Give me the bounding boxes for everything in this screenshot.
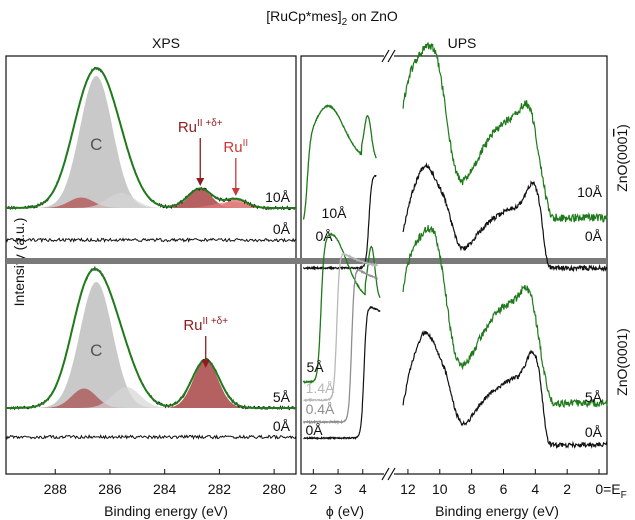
shoulder-component	[164, 202, 296, 208]
wf-label: 0.4Å	[306, 401, 335, 417]
carbon-component	[31, 76, 162, 208]
vb-label: 0Å	[585, 228, 603, 244]
x-tick-label: 284	[153, 481, 177, 497]
x-tick-label: 282	[208, 481, 232, 497]
ups-work-function-x-axis-label: ϕ (eV)	[326, 503, 364, 519]
wf-curve-0A-top	[302, 174, 377, 271]
ru-component	[156, 188, 245, 208]
spectrum-label: 0Å	[273, 418, 291, 434]
plot-layer: 288 286 284 282 280 2 3 4 12 10 8 6 4 2 0=EF 10Å 0Å C RuII…	[5, 42, 630, 501]
axis-break-mark	[387, 49, 396, 63]
wf-label: 0Å	[315, 228, 333, 244]
x-tick-label: 286	[98, 481, 122, 497]
panel-divider	[6, 258, 607, 264]
wf-curve-1.4A	[303, 252, 379, 403]
axis-break-mark	[381, 49, 390, 63]
x-tick-label: 2	[563, 481, 571, 497]
ru-arrow-head	[196, 178, 205, 186]
shoulder-component	[32, 197, 131, 208]
x-tick-label: 8	[468, 481, 476, 497]
vb-label: 5Å	[585, 389, 603, 405]
wf-label: 0Å	[305, 422, 323, 438]
chart-title: [RuCp*mes]2 on ZnO	[266, 8, 398, 28]
carbon-label: C	[90, 135, 102, 154]
x-tick-label: 280	[262, 481, 286, 497]
ru-component	[156, 360, 255, 408]
facet-label-bottom: ZnO(0001)	[614, 328, 630, 396]
vb-curve-5A	[402, 225, 608, 409]
wf-label: 5Å	[306, 359, 324, 375]
xps-spectrum-10Å	[5, 66, 297, 211]
ru-annotation: RuII +δ+	[183, 316, 228, 334]
spectrum-label: 0Å	[273, 221, 291, 237]
xps-frame	[5, 55, 297, 475]
x-tick-label: 12	[400, 481, 416, 497]
x-tick-label: 6	[500, 481, 508, 497]
wf-label: 10Å	[322, 205, 348, 221]
ups-panel-title: UPS	[448, 35, 477, 51]
vb-curve-0A-top	[402, 162, 608, 273]
x-tick-label: 4	[531, 481, 539, 497]
x-tick-label: 2	[309, 481, 317, 497]
shoulder-component	[71, 387, 182, 408]
xps-fit-envelope	[6, 67, 296, 209]
xps-panel-title: XPS	[152, 35, 180, 51]
axis-break-mark	[387, 467, 396, 481]
x-tick-label: 3	[334, 481, 342, 497]
xps-spectrum-5Å	[5, 265, 297, 411]
wf-label: 1.4Å	[306, 380, 335, 396]
axis-break-gap	[384, 51, 394, 61]
ups-frame	[300, 55, 608, 475]
vb-label: 10Å	[577, 184, 603, 200]
x-tick-label: 10	[432, 481, 448, 497]
wf-curve-10A	[302, 104, 377, 220]
x-tick-label: 288	[44, 481, 68, 497]
ru-annotation: RuII +δ+	[178, 118, 223, 136]
carbon-component	[31, 282, 162, 408]
vb-label: 0Å	[585, 424, 603, 440]
xps-fit-envelope	[6, 267, 296, 409]
shoulder-component	[34, 388, 134, 408]
ups-x-axis-label: Binding energy (eV)	[435, 503, 559, 519]
wf-curve-0A-bottom	[303, 305, 381, 441]
carbon-label: C	[90, 341, 102, 360]
axis-break-mark	[381, 467, 390, 481]
xps-x-axis-label: Binding energy (eV)	[104, 503, 228, 519]
ru-annotation: RuII	[223, 138, 248, 156]
xps-spectrum-0Å	[5, 237, 297, 244]
wf-curve-5A	[302, 232, 381, 385]
vb-curve-0A-bottom	[402, 330, 608, 450]
wf-curve-0.4A	[302, 268, 378, 425]
spectrum-label: 5Å	[273, 389, 291, 405]
vb-curve-10A	[402, 42, 608, 223]
spectrum-label: 10Å	[265, 189, 291, 205]
axis-break-gap	[384, 469, 394, 479]
ru-arrow-head	[231, 188, 240, 196]
xps-spectrum-0Å	[5, 434, 297, 440]
facet-label-top: ZnO(0001)	[614, 124, 630, 192]
x-tick-label: 0=EF	[595, 481, 626, 501]
x-tick-label: 4	[359, 481, 367, 497]
ru-arrow-head	[201, 360, 210, 368]
shoulder-component	[66, 193, 176, 208]
